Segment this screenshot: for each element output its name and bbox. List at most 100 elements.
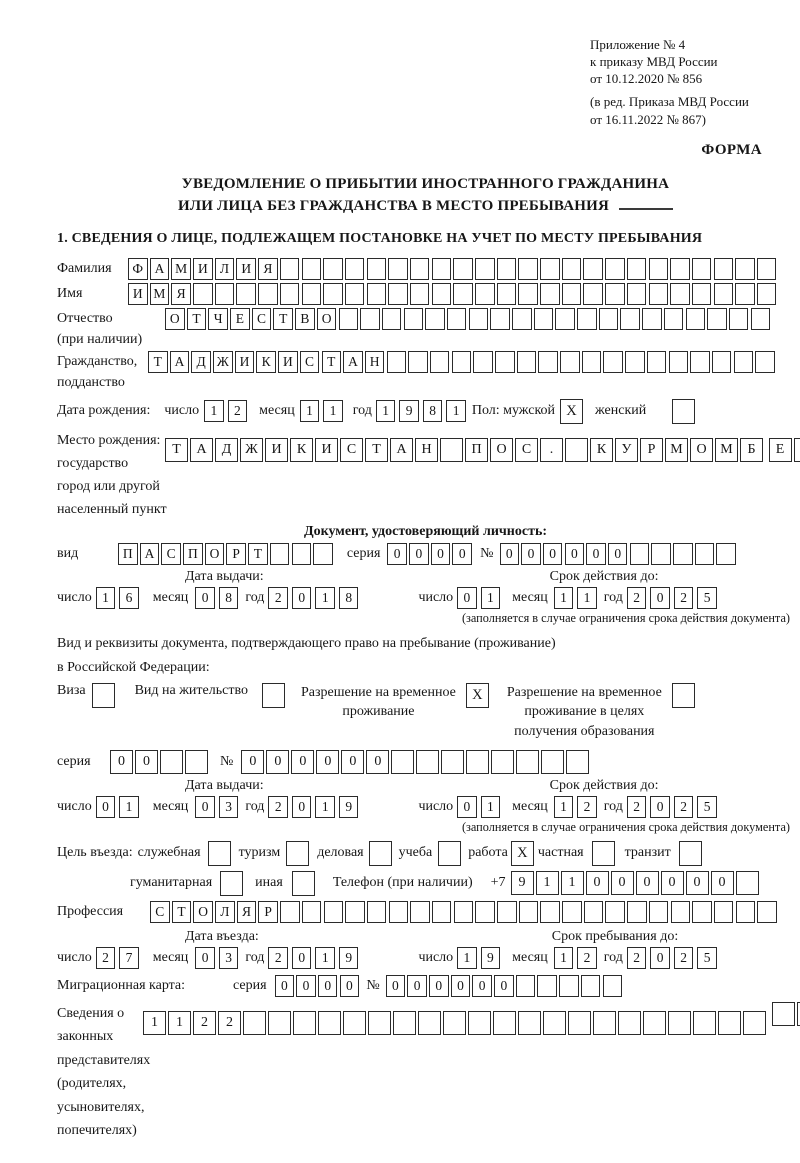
char-box[interactable] xyxy=(735,871,759,896)
char-box[interactable] xyxy=(562,900,582,923)
char-box[interactable] xyxy=(268,1010,291,1035)
char-box[interactable] xyxy=(344,282,365,305)
char-box[interactable] xyxy=(381,307,402,330)
char-box[interactable] xyxy=(429,350,450,373)
char-box[interactable]: 1 xyxy=(119,795,139,818)
char-box[interactable]: А xyxy=(149,257,170,280)
char-box[interactable] xyxy=(668,1010,691,1035)
char-box[interactable] xyxy=(618,1010,641,1035)
char-box[interactable] xyxy=(756,257,777,280)
char-box[interactable]: 0 xyxy=(635,871,659,896)
char-box[interactable] xyxy=(431,257,452,280)
char-box[interactable]: 0 xyxy=(457,795,477,818)
char-box[interactable] xyxy=(693,1010,716,1035)
char-box[interactable]: 1 xyxy=(375,400,396,423)
char-box[interactable]: 1 xyxy=(168,1010,191,1035)
char-box[interactable]: Р xyxy=(640,437,663,462)
char-box[interactable]: 9 xyxy=(480,946,501,969)
char-box[interactable]: 1 xyxy=(577,586,597,609)
char-box[interactable] xyxy=(323,900,343,923)
char-box[interactable] xyxy=(493,1010,516,1035)
char-box[interactable] xyxy=(366,900,387,923)
char-box[interactable]: 0 xyxy=(499,542,520,565)
char-box[interactable]: 1 xyxy=(480,586,501,609)
char-box[interactable] xyxy=(301,257,321,280)
char-box[interactable]: 0 xyxy=(291,946,312,969)
char-box[interactable]: 0 xyxy=(457,586,477,609)
char-box[interactable] xyxy=(236,282,256,305)
char-box[interactable] xyxy=(323,282,343,305)
char-box[interactable] xyxy=(475,282,495,305)
char-box[interactable]: Т xyxy=(248,542,268,565)
purpose-transit-checkbox[interactable] xyxy=(678,840,702,866)
char-box[interactable]: 1 xyxy=(315,795,335,818)
char-box[interactable] xyxy=(491,749,515,774)
char-box[interactable]: 1 xyxy=(315,946,335,969)
char-box[interactable]: М xyxy=(715,437,738,462)
char-box[interactable]: 0 xyxy=(385,974,406,997)
purpose-work-checkbox[interactable]: X xyxy=(510,840,534,866)
char-box[interactable]: 9 xyxy=(338,795,359,818)
char-box[interactable] xyxy=(301,900,322,923)
char-box[interactable]: 2 xyxy=(673,586,694,609)
purpose-study-checkbox[interactable] xyxy=(438,840,462,866)
char-box[interactable]: З xyxy=(793,437,800,462)
char-box[interactable] xyxy=(583,282,603,305)
char-box[interactable] xyxy=(388,257,408,280)
char-box[interactable]: Ч xyxy=(208,307,228,330)
char-box[interactable]: И xyxy=(265,437,288,462)
char-box[interactable]: 1 xyxy=(315,586,335,609)
char-box[interactable]: Н xyxy=(415,437,438,462)
char-box[interactable] xyxy=(643,1010,666,1035)
char-box[interactable]: М xyxy=(665,437,688,462)
char-box[interactable] xyxy=(566,749,590,774)
char-box[interactable] xyxy=(518,282,538,305)
char-box[interactable]: 0 xyxy=(95,795,116,818)
char-box[interactable] xyxy=(490,307,510,330)
char-box[interactable] xyxy=(496,282,517,305)
char-box[interactable] xyxy=(540,900,560,923)
char-box[interactable] xyxy=(716,542,736,565)
char-box[interactable]: 1 xyxy=(95,586,116,609)
char-box[interactable]: 0 xyxy=(710,871,734,896)
char-box[interactable]: 0 xyxy=(341,749,365,774)
char-box[interactable] xyxy=(756,282,777,305)
char-box[interactable]: П xyxy=(183,542,203,565)
char-box[interactable] xyxy=(626,257,647,280)
char-box[interactable]: 8 xyxy=(218,586,239,609)
char-box[interactable]: 0 xyxy=(291,586,312,609)
char-box[interactable]: Т xyxy=(321,350,341,373)
char-box[interactable] xyxy=(518,1010,541,1035)
char-box[interactable] xyxy=(391,749,415,774)
purpose-official-checkbox[interactable] xyxy=(207,840,231,866)
char-box[interactable] xyxy=(416,749,440,774)
char-box[interactable]: 0 xyxy=(339,974,360,997)
char-box[interactable]: 1 xyxy=(560,871,584,896)
char-box[interactable]: 0 xyxy=(387,542,407,565)
char-box[interactable] xyxy=(692,900,712,923)
char-box[interactable]: 1 xyxy=(143,1010,166,1035)
char-box[interactable] xyxy=(475,900,495,923)
char-box[interactable] xyxy=(440,437,463,462)
char-box[interactable] xyxy=(605,282,625,305)
char-box[interactable]: Т xyxy=(186,307,207,330)
char-box[interactable]: 7 xyxy=(119,946,139,969)
char-box[interactable]: 0 xyxy=(494,974,514,997)
char-box[interactable]: Т xyxy=(148,350,168,373)
char-box[interactable]: 1 xyxy=(323,400,343,423)
char-box[interactable]: 0 xyxy=(660,871,684,896)
char-box[interactable]: 5 xyxy=(697,795,717,818)
char-box[interactable] xyxy=(670,282,690,305)
char-box[interactable]: 2 xyxy=(673,946,694,969)
char-box[interactable] xyxy=(466,749,490,774)
char-box[interactable]: 0 xyxy=(296,974,316,997)
char-box[interactable] xyxy=(537,974,557,997)
char-box[interactable] xyxy=(323,257,343,280)
char-box[interactable]: Ж xyxy=(240,437,263,462)
char-box[interactable]: 1 xyxy=(553,586,574,609)
purpose-humanitarian-checkbox[interactable] xyxy=(220,870,244,896)
char-box[interactable]: Р xyxy=(258,900,278,923)
char-box[interactable]: 1 xyxy=(480,795,501,818)
char-box[interactable] xyxy=(291,542,311,565)
char-box[interactable]: С xyxy=(161,542,181,565)
